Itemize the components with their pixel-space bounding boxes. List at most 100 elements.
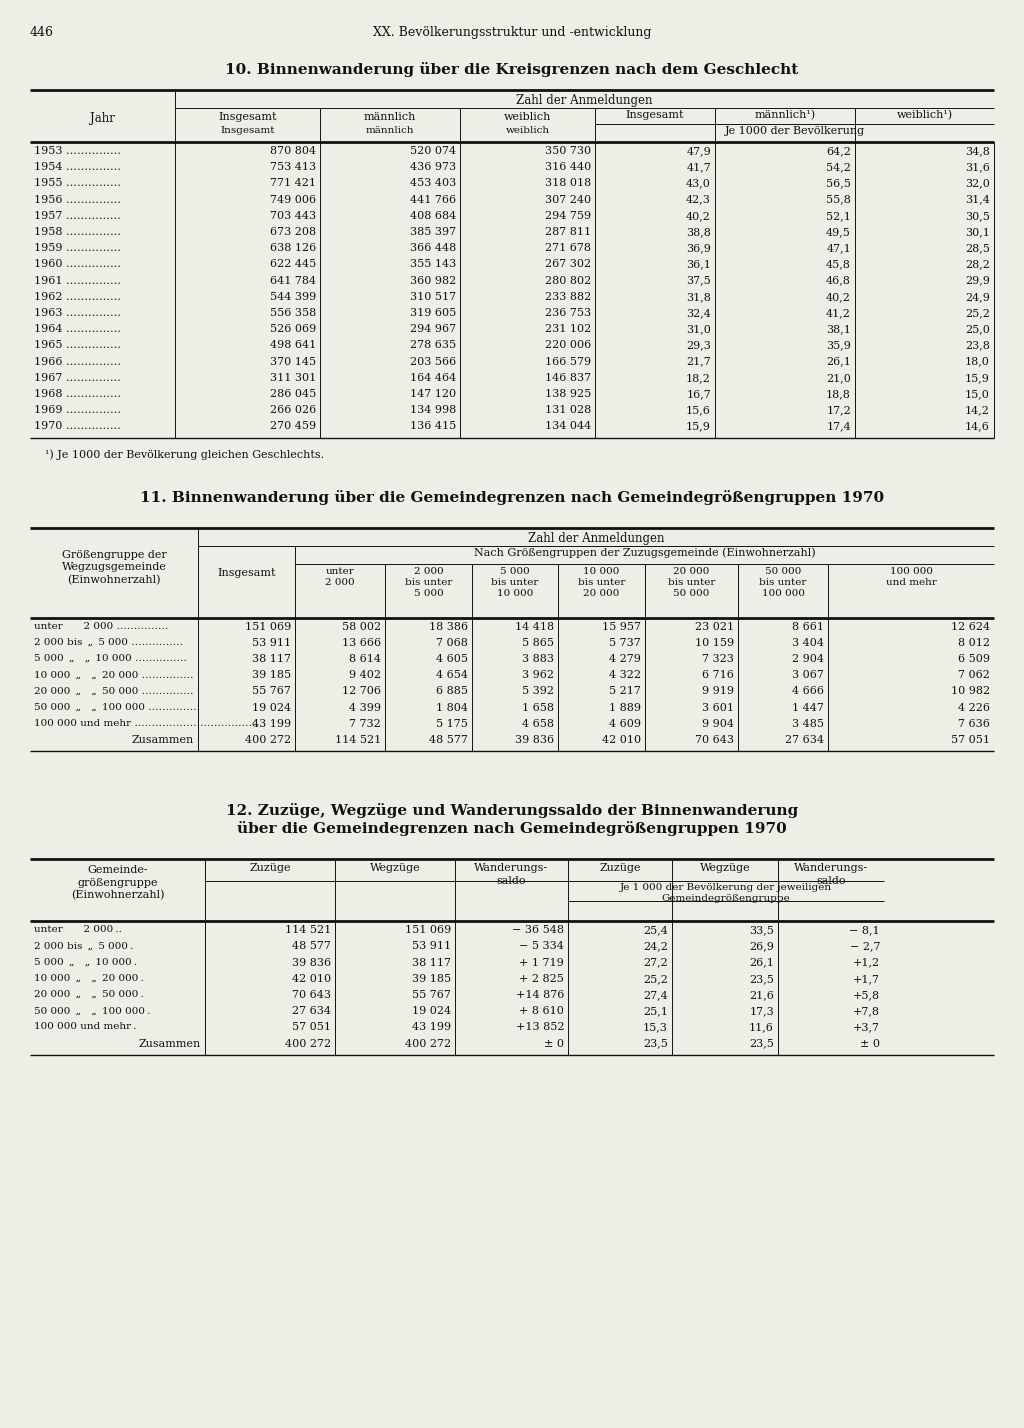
Text: 7 732: 7 732 xyxy=(349,718,381,728)
Text: 10 000
bis unter
20 000: 10 000 bis unter 20 000 xyxy=(578,567,626,598)
Text: 114 521: 114 521 xyxy=(285,925,331,935)
Text: 48 577: 48 577 xyxy=(292,941,331,951)
Text: 47,1: 47,1 xyxy=(826,243,851,253)
Text: 310 517: 310 517 xyxy=(410,291,456,301)
Text: 47,9: 47,9 xyxy=(686,146,711,156)
Text: XX. Bevölkerungsstruktur und -entwicklung: XX. Bevölkerungsstruktur und -entwicklun… xyxy=(373,26,651,39)
Text: 134 998: 134 998 xyxy=(410,406,456,416)
Text: männlich: männlich xyxy=(366,126,415,136)
Text: Zahl der Anmeldungen: Zahl der Anmeldungen xyxy=(527,531,665,544)
Text: 20 000 „ „ 50 000 .: 20 000 „ „ 50 000 . xyxy=(34,990,143,1000)
Text: 270 459: 270 459 xyxy=(270,421,316,431)
Text: unter  2 000 ……………: unter 2 000 …………… xyxy=(34,621,168,631)
Text: 6 716: 6 716 xyxy=(702,670,734,680)
Text: 385 397: 385 397 xyxy=(410,227,456,237)
Text: ± 0: ± 0 xyxy=(860,1038,880,1048)
Text: 70 643: 70 643 xyxy=(695,735,734,745)
Text: 36,1: 36,1 xyxy=(686,260,711,270)
Text: Wegzüge: Wegzüge xyxy=(370,863,420,873)
Text: 4 605: 4 605 xyxy=(436,654,468,664)
Text: 1954 ……………: 1954 …………… xyxy=(34,163,121,173)
Text: 26,1: 26,1 xyxy=(826,357,851,367)
Text: 27,4: 27,4 xyxy=(643,990,668,1000)
Text: 43 199: 43 199 xyxy=(412,1022,451,1032)
Text: Je 1000 der Bevölkerung: Je 1000 der Bevölkerung xyxy=(724,126,864,136)
Text: 17,4: 17,4 xyxy=(826,421,851,431)
Text: 136 415: 136 415 xyxy=(410,421,456,431)
Text: 11,6: 11,6 xyxy=(750,1022,774,1032)
Text: 370 145: 370 145 xyxy=(270,357,316,367)
Text: 19 024: 19 024 xyxy=(412,1007,451,1017)
Text: 64,2: 64,2 xyxy=(826,146,851,156)
Text: 31,8: 31,8 xyxy=(686,291,711,301)
Text: 1960 ……………: 1960 …………… xyxy=(34,260,121,270)
Text: 43,0: 43,0 xyxy=(686,178,711,188)
Text: 17,2: 17,2 xyxy=(826,406,851,416)
Text: 400 272: 400 272 xyxy=(285,1038,331,1048)
Text: 3 485: 3 485 xyxy=(792,718,824,728)
Text: 319 605: 319 605 xyxy=(410,308,456,318)
Text: 25,1: 25,1 xyxy=(643,1007,668,1017)
Text: 30,5: 30,5 xyxy=(966,211,990,221)
Text: 39 836: 39 836 xyxy=(515,735,554,745)
Text: 436 973: 436 973 xyxy=(410,163,456,173)
Text: 311 301: 311 301 xyxy=(269,373,316,383)
Text: 1 804: 1 804 xyxy=(436,703,468,713)
Text: Zuzüge: Zuzüge xyxy=(249,863,291,873)
Text: 400 272: 400 272 xyxy=(404,1038,451,1048)
Text: 100 000
und mehr: 100 000 und mehr xyxy=(886,567,936,587)
Text: 19 024: 19 024 xyxy=(252,703,291,713)
Text: 2 904: 2 904 xyxy=(792,654,824,664)
Text: 749 006: 749 006 xyxy=(270,194,316,204)
Text: 1 447: 1 447 xyxy=(793,703,824,713)
Text: 1961 ……………: 1961 …………… xyxy=(34,276,121,286)
Text: 10 982: 10 982 xyxy=(951,687,990,697)
Text: Nach Größengruppen der Zuzugsgemeinde (Einwohnerzahl): Nach Größengruppen der Zuzugsgemeinde (E… xyxy=(474,547,815,558)
Text: 544 399: 544 399 xyxy=(269,291,316,301)
Text: 10 000 „ „ 20 000 .: 10 000 „ „ 20 000 . xyxy=(34,974,143,982)
Text: 17,3: 17,3 xyxy=(750,1007,774,1017)
Text: Gemeinde-
größengruppe
(Einwohnerzahl): Gemeinde- größengruppe (Einwohnerzahl) xyxy=(71,865,164,901)
Text: 10. Binnenwanderung über die Kreisgrenzen nach dem Geschlecht: 10. Binnenwanderung über die Kreisgrenze… xyxy=(225,61,799,77)
Text: 23,5: 23,5 xyxy=(643,1038,668,1048)
Text: 52,1: 52,1 xyxy=(826,211,851,221)
Text: Insgesamt: Insgesamt xyxy=(217,567,275,577)
Text: 271 678: 271 678 xyxy=(545,243,591,253)
Text: − 2,7: − 2,7 xyxy=(850,941,880,951)
Text: Insgesamt: Insgesamt xyxy=(626,110,684,120)
Text: 147 120: 147 120 xyxy=(410,388,456,398)
Text: 32,4: 32,4 xyxy=(686,308,711,318)
Text: 520 074: 520 074 xyxy=(410,146,456,156)
Text: 5 865: 5 865 xyxy=(522,638,554,648)
Text: 233 882: 233 882 xyxy=(545,291,591,301)
Text: +1,7: +1,7 xyxy=(853,974,880,984)
Text: 1958 ……………: 1958 …………… xyxy=(34,227,121,237)
Text: 10 000 „ „ 20 000 ……………: 10 000 „ „ 20 000 …………… xyxy=(34,670,194,680)
Text: 18,0: 18,0 xyxy=(966,357,990,367)
Text: 231 102: 231 102 xyxy=(545,324,591,334)
Text: 18,8: 18,8 xyxy=(826,388,851,398)
Text: 21,0: 21,0 xyxy=(826,373,851,383)
Text: 307 240: 307 240 xyxy=(545,194,591,204)
Text: 10 159: 10 159 xyxy=(695,638,734,648)
Text: 1956 ……………: 1956 …………… xyxy=(34,194,121,204)
Text: 1965 ……………: 1965 …………… xyxy=(34,340,121,350)
Text: 294 967: 294 967 xyxy=(410,324,456,334)
Text: 27,2: 27,2 xyxy=(643,958,668,968)
Text: 278 635: 278 635 xyxy=(410,340,456,350)
Text: 1962 ……………: 1962 …………… xyxy=(34,291,121,301)
Text: 32,0: 32,0 xyxy=(966,178,990,188)
Text: + 2 825: + 2 825 xyxy=(519,974,564,984)
Text: 40,2: 40,2 xyxy=(826,291,851,301)
Text: 1964 ……………: 1964 …………… xyxy=(34,324,121,334)
Text: 55 767: 55 767 xyxy=(252,687,291,697)
Text: 18,2: 18,2 xyxy=(686,373,711,383)
Text: 26,1: 26,1 xyxy=(750,958,774,968)
Text: 446: 446 xyxy=(30,26,54,39)
Text: 870 804: 870 804 xyxy=(270,146,316,156)
Text: 1955 ……………: 1955 …………… xyxy=(34,178,121,188)
Text: Zuzüge: Zuzüge xyxy=(599,863,641,873)
Text: 54,2: 54,2 xyxy=(826,163,851,173)
Text: 360 982: 360 982 xyxy=(410,276,456,286)
Text: +13 852: +13 852 xyxy=(515,1022,564,1032)
